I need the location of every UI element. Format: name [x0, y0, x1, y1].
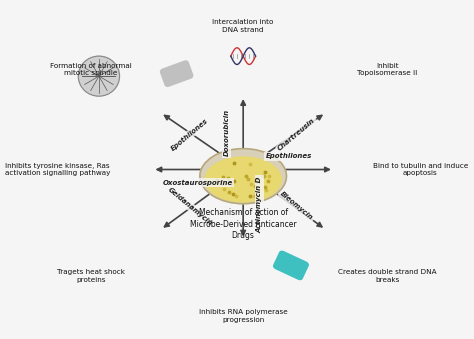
Text: Actinomycin D: Actinomycin D: [256, 176, 263, 233]
Text: Intercalation into
DNA strand: Intercalation into DNA strand: [212, 19, 274, 33]
Text: Inhibit
Topoisomerase II: Inhibit Topoisomerase II: [357, 63, 418, 76]
Text: Epothilones: Epothilones: [170, 117, 210, 152]
Text: Mechanism of action of
Microbe-Derived Anticancer
Drugs: Mechanism of action of Microbe-Derived A…: [190, 208, 296, 240]
Text: Tragets heat shock
proteins: Tragets heat shock proteins: [57, 270, 125, 283]
Text: Bind to tubulin and induce
apoptosis: Bind to tubulin and induce apoptosis: [373, 163, 468, 176]
FancyBboxPatch shape: [273, 251, 308, 280]
Text: Inhibits RNA polymerase
progression: Inhibits RNA polymerase progression: [199, 310, 288, 323]
Ellipse shape: [200, 149, 286, 204]
Text: Oxostaurosporine: Oxostaurosporine: [163, 180, 233, 186]
Text: Epothilones: Epothilones: [265, 153, 311, 159]
Ellipse shape: [205, 157, 281, 202]
Ellipse shape: [78, 56, 119, 96]
Text: Formation of abnormal
mitotic spindle: Formation of abnormal mitotic spindle: [50, 63, 132, 76]
Text: Bleomycin: Bleomycin: [279, 191, 314, 221]
Text: Chartreusin: Chartreusin: [277, 117, 317, 152]
Text: Geldanamycin: Geldanamycin: [166, 186, 213, 226]
Text: Inhibits tyrosine kinsase, Ras
activation signalling pathway: Inhibits tyrosine kinsase, Ras activatio…: [5, 163, 110, 176]
Text: Creates double strand DNA
breaks: Creates double strand DNA breaks: [338, 270, 437, 283]
FancyBboxPatch shape: [161, 61, 193, 86]
Text: Doxorubicin: Doxorubicin: [224, 109, 230, 156]
